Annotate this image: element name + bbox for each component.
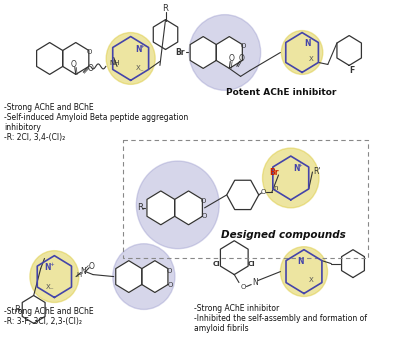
Polygon shape xyxy=(342,250,364,278)
Polygon shape xyxy=(175,191,202,225)
Text: N: N xyxy=(80,267,86,276)
Text: Potent AChE inhibitor: Potent AChE inhibitor xyxy=(226,88,336,97)
Text: Cl: Cl xyxy=(248,261,256,267)
Text: Designed compounds: Designed compounds xyxy=(221,230,346,240)
Text: R: R xyxy=(162,4,168,13)
Text: -Inhibited the self-assembly and formation of: -Inhibited the self-assembly and formati… xyxy=(194,314,367,323)
Polygon shape xyxy=(220,241,248,275)
Text: -R: 2Cl, 3,4-(Cl)₂: -R: 2Cl, 3,4-(Cl)₂ xyxy=(4,133,66,142)
Circle shape xyxy=(30,251,79,302)
Text: X: X xyxy=(309,277,314,282)
Text: X: X xyxy=(309,56,314,63)
Polygon shape xyxy=(116,261,142,292)
Circle shape xyxy=(189,15,261,90)
Text: +: + xyxy=(140,44,144,49)
Text: O: O xyxy=(228,54,234,63)
Text: ⁻: ⁻ xyxy=(139,69,143,75)
Text: n: n xyxy=(274,185,278,191)
Polygon shape xyxy=(216,36,242,68)
Text: O: O xyxy=(88,64,94,73)
Circle shape xyxy=(113,244,175,310)
Circle shape xyxy=(106,33,155,84)
Text: R: R xyxy=(14,305,20,314)
Text: O: O xyxy=(261,189,266,195)
Text: N: N xyxy=(293,163,300,173)
Text: Br: Br xyxy=(269,169,278,178)
Polygon shape xyxy=(147,191,175,225)
Polygon shape xyxy=(227,180,259,209)
Polygon shape xyxy=(63,43,89,74)
Text: O: O xyxy=(166,268,172,273)
Text: +: + xyxy=(298,162,302,168)
Text: O: O xyxy=(238,54,244,63)
Text: -R: 3-F, 3Cl, 2,3-(Cl)₂: -R: 3-F, 3Cl, 2,3-(Cl)₂ xyxy=(4,318,82,326)
Text: -Self-induced Amyloid Beta peptide aggregation: -Self-induced Amyloid Beta peptide aggre… xyxy=(4,113,189,122)
Text: ⁻: ⁻ xyxy=(50,288,54,293)
Circle shape xyxy=(281,31,323,74)
Text: X: X xyxy=(46,283,50,290)
Text: inhibitory: inhibitory xyxy=(4,123,41,132)
Text: R: R xyxy=(137,203,143,212)
Polygon shape xyxy=(37,43,63,74)
Polygon shape xyxy=(142,261,168,292)
Text: -Strong AChE and BChE: -Strong AChE and BChE xyxy=(4,103,94,112)
Circle shape xyxy=(280,247,328,297)
Text: O: O xyxy=(167,281,172,288)
Circle shape xyxy=(136,161,219,249)
Text: O: O xyxy=(201,198,206,204)
Text: R': R' xyxy=(313,168,321,176)
Text: O: O xyxy=(88,262,94,271)
Text: -Strong AChE and BChE: -Strong AChE and BChE xyxy=(4,308,94,316)
Text: O: O xyxy=(202,213,207,219)
Text: NH: NH xyxy=(110,61,120,66)
Polygon shape xyxy=(190,36,216,68)
Text: amyloid fibrils: amyloid fibrils xyxy=(194,324,248,333)
Text: H: H xyxy=(76,271,82,278)
Polygon shape xyxy=(337,35,362,65)
Text: O: O xyxy=(87,50,92,55)
Text: Cl: Cl xyxy=(213,261,220,267)
Text: N: N xyxy=(297,257,304,266)
Polygon shape xyxy=(153,20,178,50)
Text: Br: Br xyxy=(175,48,184,57)
Text: N: N xyxy=(44,263,51,272)
Circle shape xyxy=(262,148,319,208)
Text: O: O xyxy=(240,43,246,49)
Text: N: N xyxy=(304,39,311,48)
Text: O: O xyxy=(71,60,77,69)
Polygon shape xyxy=(22,295,45,323)
Text: -Strong AChE inhibitor: -Strong AChE inhibitor xyxy=(194,304,279,313)
Text: O: O xyxy=(241,283,246,290)
Text: N: N xyxy=(252,278,258,287)
Text: +: + xyxy=(49,262,54,267)
Text: N: N xyxy=(135,45,142,54)
Text: F: F xyxy=(349,66,355,75)
Text: X: X xyxy=(136,65,140,72)
